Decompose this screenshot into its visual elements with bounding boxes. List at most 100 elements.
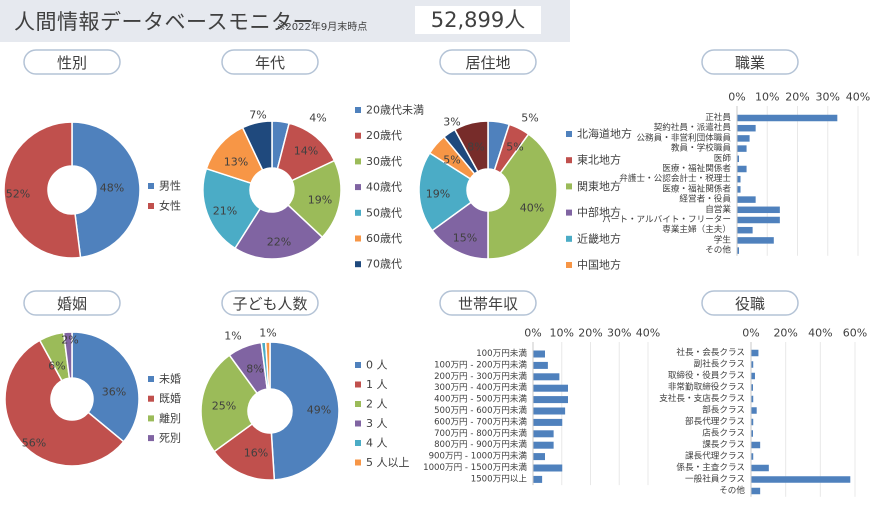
income-tick-label-1: 10% [550,327,574,340]
marital-slice-1 [4,339,125,467]
children-legend-swatch-2 [355,401,361,407]
occupation-title-frame [701,49,799,75]
occupation-category-label-9: 自営業 [705,203,731,215]
age-legend-item-5: 60歳代 [366,232,402,245]
position-category-label-3: 非常勤取締役クラス [668,381,745,393]
income-bar-9 [533,453,545,461]
children-legend: 0 人 1 人 2 人 3 人 4 人 5 人以上 [355,359,410,469]
income-bar-10 [533,464,563,472]
age-legend-item-4: 50歳代 [366,206,402,219]
residence-data-label-2: 40% [520,202,544,215]
occupation-category-label-0: 正社員 [705,111,731,123]
residence-slice-2 [487,133,558,260]
children-data-label-0: 49% [307,404,331,417]
residence-data-label-5: 5% [443,154,460,167]
occupation-bar-10 [737,216,780,224]
age-slice-3 [233,204,324,260]
position-category-label-1: 副社長クラス [694,358,745,370]
position-category-label-10: 係長・主査クラス [676,461,745,473]
occupation-bar-6 [737,175,741,183]
gender-slice-1 [3,121,82,259]
marital-title-pill: 婚姻 [23,290,121,316]
position-tick-label-0: 0% [742,327,759,340]
income-category-label-7: 700万円 - 800万円未満 [434,427,527,439]
gender-legend-swatch-1 [148,203,154,209]
occupation-bar-11 [737,226,753,234]
marital-donut: 36% 56% 6% 2% [4,331,140,467]
age-legend-swatch-0 [355,107,361,113]
total-count: 52,899人 [415,6,541,34]
age-data-label-2: 19% [308,194,332,207]
children-legend-item-3: 3 人 [366,417,388,430]
position-tick-label-3: 60% [843,327,867,340]
children-legend-item-4: 4 人 [366,437,388,450]
income-category-label-6: 600万円 - 700万円未満 [434,415,527,427]
gender-title-pill: 性別 [23,49,121,75]
gender-title: 性別 [57,54,87,72]
occupation-bar-0 [737,114,838,122]
marital-data-label-0: 36% [102,386,126,399]
income-category-label-8: 800万円 - 900万円未満 [434,438,527,450]
position-bar-3 [751,384,753,391]
marital-slice-3 [62,331,73,380]
age-title: 年代 [255,54,285,72]
income-tick-label-3: 30% [607,327,631,340]
residence-slice-7 [453,120,489,173]
occupation-category-label-8: 経営者・役員 [679,193,731,205]
occupation-tick-label-0: 0% [728,91,745,104]
income-category-label-11: 1500万円以上 [471,473,528,484]
age-donut: 4% 14% 19% 22% 21% 13% 7% [202,109,342,260]
children-title-pill: 子ども人数 [221,290,319,316]
age-data-label-4: 21% [213,205,237,218]
income-title-frame [439,290,537,316]
occupation-bar-chart: 0% 10% 20% 30% 40% 正社員契約社員・派遣社員公務員・非営利団体職員教員・… [602,91,870,256]
page-title: 人間情報データベースモニター [14,10,314,34]
residence-title: 居住地 [465,54,510,72]
age-title-frame [221,49,319,75]
occupation-category-label-11: 専業主婦（主夫） [662,223,731,235]
residence-legend-item-2: 関東地方 [577,179,621,193]
children-legend-swatch-3 [355,420,361,427]
marital-data-label-2: 6% [48,360,65,373]
occupation-category-label-10: パート・アルバイト・フリーター [602,214,731,225]
residence-data-label-3: 15% [453,232,477,245]
children-title-frame [221,290,319,316]
income-category-label-5: 500万円 - 600万円未満 [434,404,527,416]
age-data-label-0: 4% [309,112,326,125]
residence-legend-item-5: 中国地方 [577,258,621,272]
occupation-category-label-7: 医療・福祉関係者 [662,182,731,194]
children-slice-5 [264,341,271,390]
income-bar-5 [533,407,566,415]
occupation-bar-4 [737,155,740,163]
income-title-pill: 世帯年収 [439,290,537,316]
position-bar-11 [751,476,851,483]
position-category-label-9: 課長代理クラス [685,450,745,462]
residence-donut: 5% 5% 40% 15% 19% 5% 3% 8% [418,112,558,260]
residence-data-label-6: 3% [443,116,460,129]
position-bar-1 [751,361,754,368]
position-category-label-7: 店長クラス [702,427,745,439]
marital-slice-0 [71,331,140,443]
children-slice-2 [200,354,259,453]
gender-legend-item-1: 女性 [159,199,181,213]
income-category-label-9: 900万円 - 1000万円未満 [429,450,528,462]
gender-slice-0 [71,121,141,259]
residence-title-pill: 居住地 [439,49,537,75]
income-bar-7 [533,430,554,438]
income-category-label-2: 200万円 - 300万円未満 [434,370,527,382]
residence-legend-swatch-5 [566,262,572,268]
children-title: 子ども人数 [232,295,307,313]
occupation-category-label-2: 公務員・非営利団体職員 [636,131,731,143]
residence-legend-item-0: 北海道地方 [577,127,632,141]
age-slice-2 [286,159,342,239]
residence-slice-4 [418,151,473,232]
children-slice-1 [213,422,276,481]
position-tick-label-2: 40% [808,327,832,340]
children-legend-swatch-5 [355,459,361,466]
position-category-label-12: その他 [719,484,745,496]
age-data-label-6: 7% [249,109,266,122]
